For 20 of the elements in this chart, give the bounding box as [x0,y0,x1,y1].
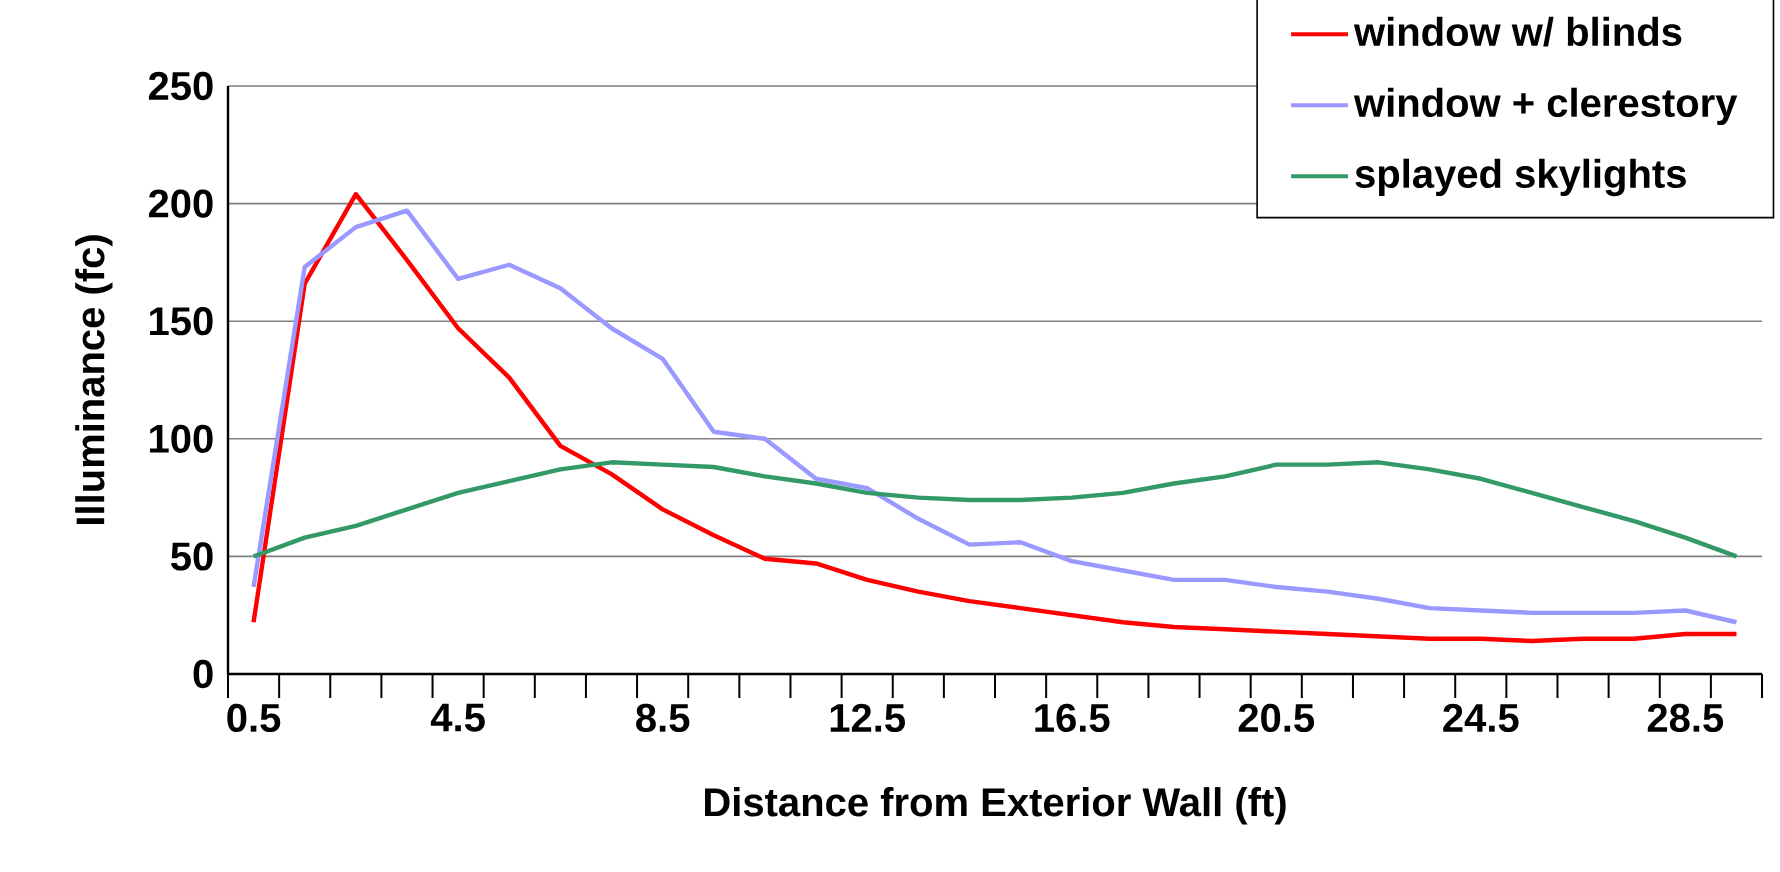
x-tick-label: 20.5 [1238,703,1315,733]
y-tick-label: 250 [148,71,213,101]
x-tick-label: 4.5 [430,703,485,732]
y-axis-title: Illuminance (fc) [75,235,113,525]
y-tick-label: 200 [148,189,213,218]
x-axis-title: Distance from Exterior Wall (ft) [705,787,1286,825]
x-tick-label: 12.5 [830,703,905,733]
x-tick-label: 24.5 [1443,703,1519,733]
legend-label: splayed skylights [1355,158,1686,197]
x-tick-label: 16.5 [1035,703,1110,733]
x-tick-label: 28.5 [1647,703,1724,733]
line-series [251,460,1739,559]
x-tick-label: 0.5 [227,703,281,733]
y-tick-label: 50 [171,542,213,571]
x-tick-label: 8.5 [636,703,690,733]
legend-label: window + clerestory [1353,87,1738,125]
y-tick-label: 150 [150,307,213,336]
y-tick-label: 100 [150,424,213,453]
y-tick-label: 0 [193,659,213,689]
legend-label: window w/ blinds [1353,16,1682,47]
